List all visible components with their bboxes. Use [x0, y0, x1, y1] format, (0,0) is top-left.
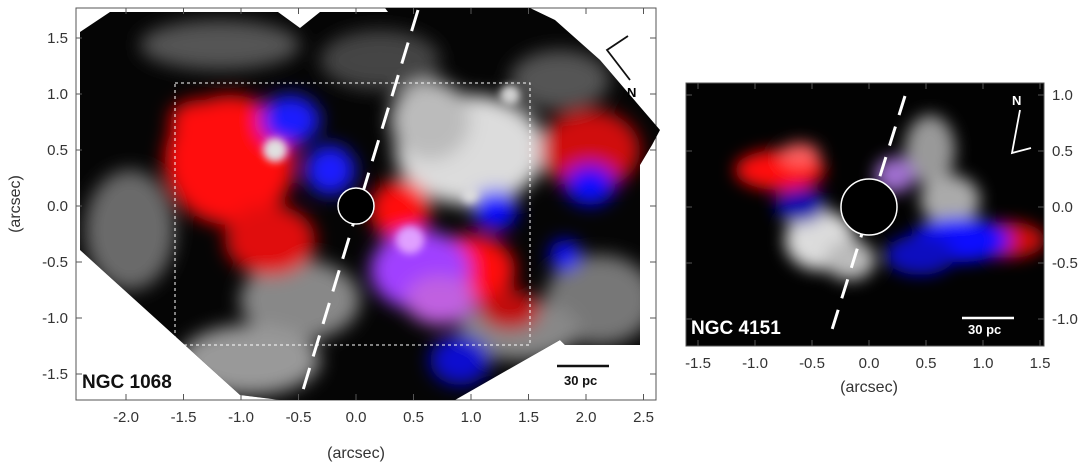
x-tick-label: 1.0: [973, 355, 994, 372]
x-tick-label: -1.5: [685, 355, 711, 372]
y-tick-label: -0.5: [42, 254, 68, 271]
ngc4151-object-label: NGC 4151: [691, 318, 781, 339]
x-tick-label: 0.5: [403, 409, 424, 426]
x-tick-label: 0.0: [859, 355, 880, 372]
panel-ngc4151: N NGC 4151 30 pc -1.5 -1.0 -0.5 0.0 0.5 1.0 1.…: [685, 82, 1078, 396]
ngc4151-nucleus-mask: [840, 178, 898, 236]
svg-text:30 pc: 30 pc: [564, 373, 597, 388]
y-tick-label: 0.0: [1052, 199, 1073, 216]
ngc1068-nucleus-mask: [337, 187, 375, 225]
y-tick-label: 1.5: [47, 30, 68, 47]
ngc1068-object-label: NGC 1068: [82, 372, 172, 393]
y-tick-label: 1.0: [1052, 87, 1073, 104]
x-tick-label: 0.5: [916, 355, 937, 372]
x-tick-label: 0.0: [346, 409, 367, 426]
ngc4151-compass: N: [1010, 93, 1032, 155]
x-tick-label: -0.5: [286, 409, 312, 426]
y-tick-label: -0.5: [1052, 255, 1078, 272]
x-tick-label: -1.0: [228, 409, 254, 426]
svg-text:N: N: [1012, 93, 1021, 108]
x-tick-label: 1.0: [461, 409, 482, 426]
ngc1068-image: [80, 8, 660, 400]
x-tick-label: 2.5: [633, 409, 654, 426]
x-tick-label: 1.5: [518, 409, 539, 426]
y-tick-label: 0.5: [1052, 143, 1073, 160]
ngc1068-scale-bar: 30 pc: [557, 364, 609, 388]
y-tick-label: -1.0: [1052, 311, 1078, 328]
ngc1068-y-ticks: 1.5 1.0 0.5 0.0 -0.5 -1.0 -1.5: [42, 30, 656, 383]
ngc4151-axis-line: [828, 95, 907, 337]
ngc1068-x-axis-title: (arcsec): [327, 445, 385, 462]
x-tick-label: 2.0: [576, 409, 597, 426]
ngc1068-compass: N: [605, 35, 636, 100]
y-tick-label: -1.0: [42, 310, 68, 327]
svg-text:N: N: [627, 85, 636, 100]
y-tick-label: 0.0: [47, 198, 68, 215]
panel-ngc1068: N NGC 1068 30 pc -2.0 -1.5 -1.0 -0.5 0.0 0.5 1…: [7, 7, 660, 462]
x-tick-label: -1.5: [171, 409, 197, 426]
x-tick-label: 1.5: [1030, 355, 1051, 372]
x-tick-label: -0.5: [799, 355, 825, 372]
ngc1068-y-axis-title: (arcsec): [7, 175, 24, 233]
ngc4151-y-ticks: 1.0 0.5 0.0 -0.5 -1.0: [686, 87, 1078, 328]
x-tick-label: -2.0: [113, 409, 139, 426]
x-tick-label: -1.0: [742, 355, 768, 372]
ngc1068-x-ticks: -2.0 -1.5 -1.0 -0.5 0.0 0.5 1.0 1.5 2.0 2.5: [113, 8, 654, 426]
ngc4151-plot-frame: [685, 82, 1045, 347]
svg-text:30 pc: 30 pc: [968, 322, 1001, 337]
y-tick-label: 1.0: [47, 86, 68, 103]
ngc1068-zoom-box: [174, 82, 531, 346]
ngc4151-scale-bar: 30 pc: [962, 316, 1014, 337]
ngc4151-x-axis-title: (arcsec): [840, 379, 898, 396]
ngc4151-x-ticks: -1.5 -1.0 -0.5 0.0 0.5 1.0 1.5: [685, 83, 1050, 372]
y-tick-label: 0.5: [47, 142, 68, 159]
y-tick-label: -1.5: [42, 366, 68, 383]
